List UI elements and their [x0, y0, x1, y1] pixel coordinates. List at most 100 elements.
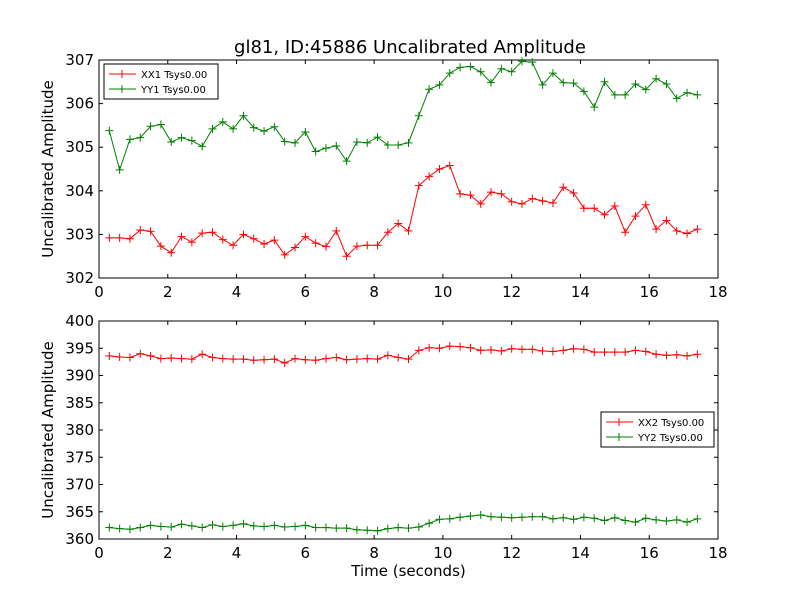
data-point	[600, 348, 609, 357]
data-point	[249, 356, 258, 365]
data-point	[672, 350, 681, 359]
data-point	[249, 123, 258, 132]
data-point	[167, 354, 176, 363]
data-point	[538, 196, 547, 205]
data-point	[621, 348, 630, 357]
data-point	[445, 514, 454, 523]
data-point	[332, 524, 341, 533]
data-point	[136, 523, 145, 532]
y-tick-label: 365	[65, 503, 94, 521]
data-point	[693, 90, 702, 99]
legend-label: YY2 Tsys0.00	[637, 433, 703, 444]
data-point	[270, 236, 279, 245]
data-point	[105, 126, 114, 135]
data-point	[600, 516, 609, 525]
data-point	[538, 512, 547, 521]
data-point	[445, 161, 454, 170]
data-point	[394, 353, 403, 362]
data-point	[507, 67, 516, 76]
data-point	[321, 144, 330, 153]
data-point	[321, 523, 330, 532]
data-point	[187, 136, 196, 145]
data-point	[291, 522, 300, 531]
data-point	[208, 228, 217, 237]
data-point	[352, 355, 361, 364]
data-point	[229, 355, 238, 364]
data-point	[352, 137, 361, 146]
x-tick-label: 6	[301, 544, 311, 562]
data-point	[198, 229, 207, 238]
legend-box	[103, 63, 219, 100]
data-point	[425, 519, 434, 528]
data-point	[414, 346, 423, 355]
x-tick-label: 2	[163, 544, 173, 562]
data-point	[301, 355, 310, 364]
data-point	[208, 520, 217, 529]
data-point	[559, 78, 568, 87]
x-tick-label: 10	[433, 283, 452, 301]
data-point	[373, 526, 382, 535]
data-point	[270, 521, 279, 530]
data-point	[208, 124, 217, 133]
data-point	[177, 232, 186, 241]
data-point	[332, 353, 341, 362]
data-point	[517, 345, 526, 354]
data-point	[693, 514, 702, 523]
data-point	[579, 204, 588, 213]
data-point	[136, 133, 145, 142]
data-point	[146, 227, 155, 236]
data-point	[280, 137, 289, 146]
data-point	[590, 514, 599, 523]
data-point	[280, 250, 289, 259]
series-line	[108, 60, 698, 172]
series-line	[109, 514, 698, 532]
data-point	[610, 90, 619, 99]
x-tick-label: 18	[708, 544, 727, 562]
x-tick-label: 6	[301, 283, 311, 301]
data-point	[641, 514, 650, 523]
data-point	[456, 513, 465, 522]
data-point	[352, 242, 361, 251]
data-point	[156, 242, 165, 251]
data-point	[394, 219, 403, 228]
x-tick-label: 0	[94, 283, 104, 301]
data-point	[579, 513, 588, 522]
data-point	[311, 356, 320, 365]
data-point	[105, 351, 114, 360]
y-tick-label: 303	[65, 225, 94, 243]
data-point	[404, 138, 413, 147]
data-point	[177, 354, 186, 363]
data-point	[662, 351, 671, 360]
data-point	[466, 191, 475, 200]
data-point	[301, 127, 310, 136]
data-point	[363, 138, 372, 147]
data-point	[270, 122, 279, 131]
y-tick-label: 302	[65, 269, 94, 287]
data-point	[115, 165, 124, 174]
data-point	[167, 248, 176, 257]
legend-label: YY1 Tsys0.00	[140, 85, 206, 96]
data-point	[146, 351, 155, 360]
data-point	[342, 524, 351, 533]
data-point	[652, 350, 661, 359]
data-point	[487, 78, 496, 87]
data-point	[218, 117, 227, 126]
data-point	[332, 226, 341, 235]
data-point	[600, 210, 609, 219]
data-point	[187, 355, 196, 364]
y-tick-label: 400	[65, 312, 94, 330]
x-tick-label: 4	[232, 544, 242, 562]
data-point	[156, 354, 165, 363]
data-point	[167, 137, 176, 146]
data-point	[487, 188, 496, 197]
data-point	[125, 525, 134, 534]
x-tick-label: 14	[571, 283, 590, 301]
data-point	[507, 197, 516, 206]
data-point	[610, 513, 619, 522]
data-point	[517, 57, 526, 66]
data-point	[198, 523, 207, 532]
data-point	[425, 172, 434, 181]
legend-label: XX1 Tsys0.00	[141, 70, 207, 81]
data-point	[404, 355, 413, 364]
data-point	[672, 226, 681, 235]
